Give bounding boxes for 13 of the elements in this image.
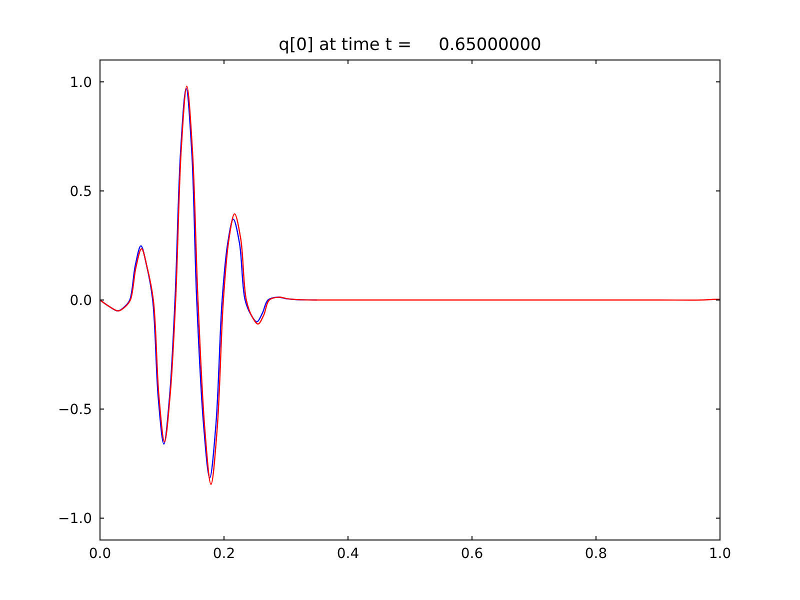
y-tick-label: −0.5 (58, 402, 92, 418)
line-series (100, 86, 720, 485)
x-tick-label: 0.2 (212, 546, 236, 562)
y-tick-label: 0.0 (70, 293, 92, 309)
y-tick-label: 0.5 (70, 184, 92, 200)
x-tick-label: 1.0 (708, 546, 732, 562)
y-tick-label: −1.0 (58, 511, 92, 528)
x-tick-label: 0.0 (88, 546, 112, 562)
chart-title: q[0] at time t = 0.65000000 (278, 35, 542, 55)
y-tick-label: 1.0 (70, 74, 92, 91)
x-tick-label: 0.4 (336, 546, 360, 562)
x-tick-label: 0.8 (584, 546, 608, 562)
x-tick-label: 0.6 (460, 546, 484, 562)
